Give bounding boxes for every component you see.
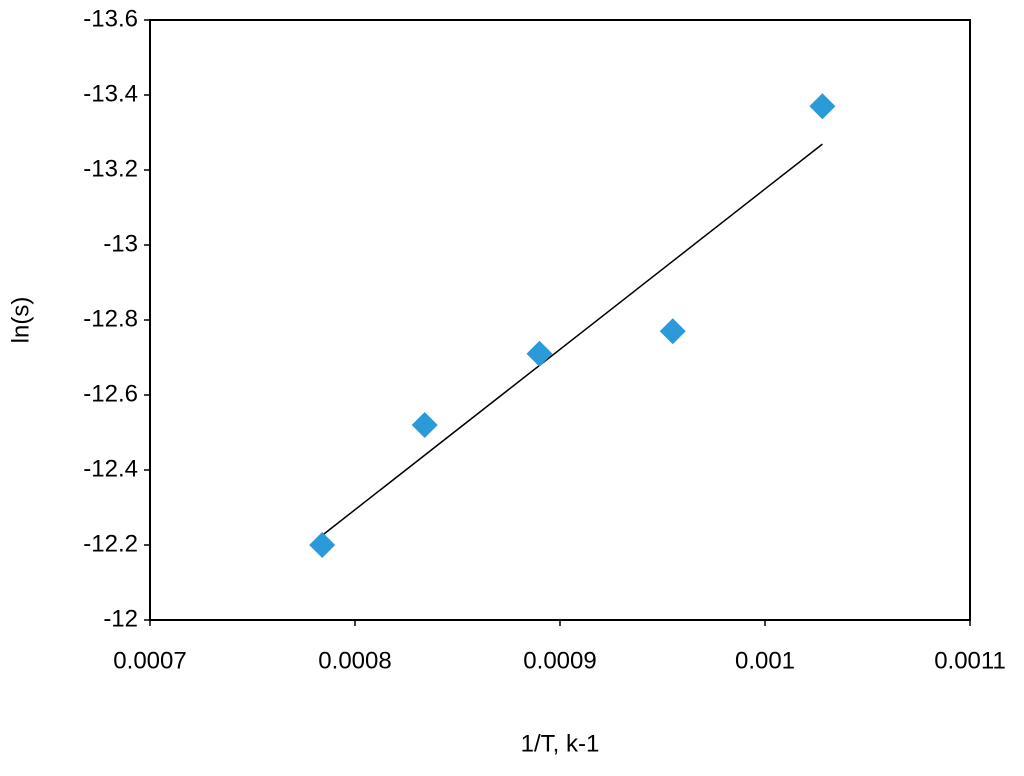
x-tick-label: 0.001 (735, 647, 795, 674)
data-point (526, 340, 553, 367)
data-point (809, 93, 836, 120)
y-tick-label: -12.2 (83, 530, 138, 557)
y-tick-label: -13.6 (83, 5, 138, 32)
x-tick-label: 0.0009 (523, 647, 596, 674)
x-axis-label: 1/T, k-1 (521, 730, 600, 757)
data-point (659, 318, 686, 345)
x-tick-label: 0.0008 (318, 647, 391, 674)
trendline (321, 143, 823, 536)
data-point (309, 532, 336, 558)
y-tick-label: -12 (103, 605, 138, 632)
x-tick-label: 0.0011 (934, 647, 1006, 674)
x-tick-label: 0.0007 (113, 647, 186, 674)
y-axis-label: ln(s) (7, 297, 34, 344)
y-tick-label: -12.8 (83, 305, 138, 332)
y-tick-label: -12.6 (83, 380, 138, 407)
y-tick-label: -13 (103, 230, 138, 257)
y-tick-label: -12.4 (83, 455, 138, 482)
y-tick-label: -13.2 (83, 155, 138, 182)
y-tick-label: -13.4 (83, 80, 138, 107)
plot-border (149, 19, 971, 621)
data-point (411, 412, 438, 438)
